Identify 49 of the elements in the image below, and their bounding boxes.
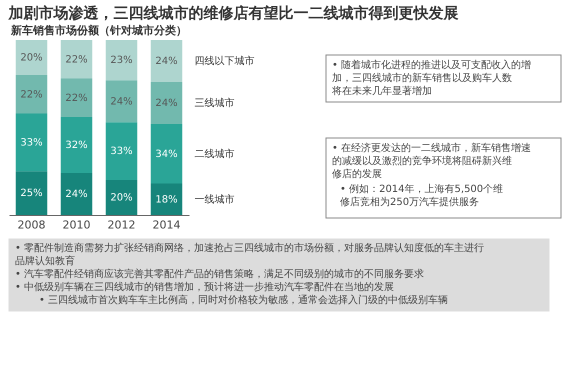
bar [150,82,182,124]
series-label: 二线城市 [194,148,234,160]
bar [16,75,48,114]
x-tick-label: 2014 [152,218,180,232]
text: • 三四线城市首次购车车主比例高，同时对价格较为敏感，通常会选择入门级的中低级别车辆 [39,294,448,306]
data-label: 33% [20,137,43,148]
bar [150,40,182,82]
bar [60,78,92,117]
bar [106,40,138,80]
text: • 例如：2014年，上海有5,500个维修店竞相为250万汽车提供服务 [340,183,504,208]
x-tick-label: 2008 [18,218,46,232]
bar [16,40,48,75]
bar [106,180,138,215]
data-label: 34% [155,148,178,160]
series-label: 三线城市 [194,97,234,109]
data-label: 22% [65,54,88,66]
data-label: 23% [110,55,133,66]
data-label: 24% [65,189,88,200]
data-label: 22% [65,92,88,104]
text: • 中低级别车辆在三四线城市的销售增加，预计将进一步推动汽车零配件在当地的发展 [15,281,394,293]
bar [106,122,138,180]
x-tick-label: 2012 [108,218,136,232]
bar [60,117,92,173]
bar [60,40,92,78]
series-label: 一线城市 [194,193,234,206]
data-label: 20% [20,52,43,64]
bar [16,171,48,215]
data-label: 18% [155,194,178,206]
data-label: 20% [110,192,133,204]
data-label: 24% [155,56,178,67]
chart-subtitle: 新车销售市场份额（针对城市分类） [10,24,187,37]
bar [150,124,182,184]
bar [16,114,48,172]
bar [150,184,182,215]
x-tick-label: 2010 [62,218,90,232]
text: • 汽车零配件经销商应该完善其零配件产品的销售策略，满足不同级别的城市的不同服务要求 [15,268,424,280]
data-label: 33% [110,146,133,158]
data-label: 24% [110,96,133,108]
bar [60,173,92,215]
text: • 零配件制造商需努力扩张经销商网络，加速抢占三四线城市的市场份额，对服务品牌认知度低的车主进行品牌认知教育 [15,242,484,267]
text: • 在经济更发达的一二线城市，新车销售增速的减缓以及激烈的竞争环境将阻碍新兴维修店的发展 [332,142,532,180]
text: • 随着城市化进程的推进以及可支配收入的增加，三四线城市的新车销售以及购车人数将在未来几年显著增加 [331,59,532,97]
text: 加剧市场渗透，三四线城市的维修店有望比一二线城市得到更快发展 [8,4,458,22]
data-label: 32% [65,140,88,151]
series-label: 四线以下城市 [194,55,254,67]
data-label: 22% [20,89,43,100]
data-label: 25% [20,188,43,200]
bar [106,80,138,122]
data-label: 24% [155,98,178,109]
